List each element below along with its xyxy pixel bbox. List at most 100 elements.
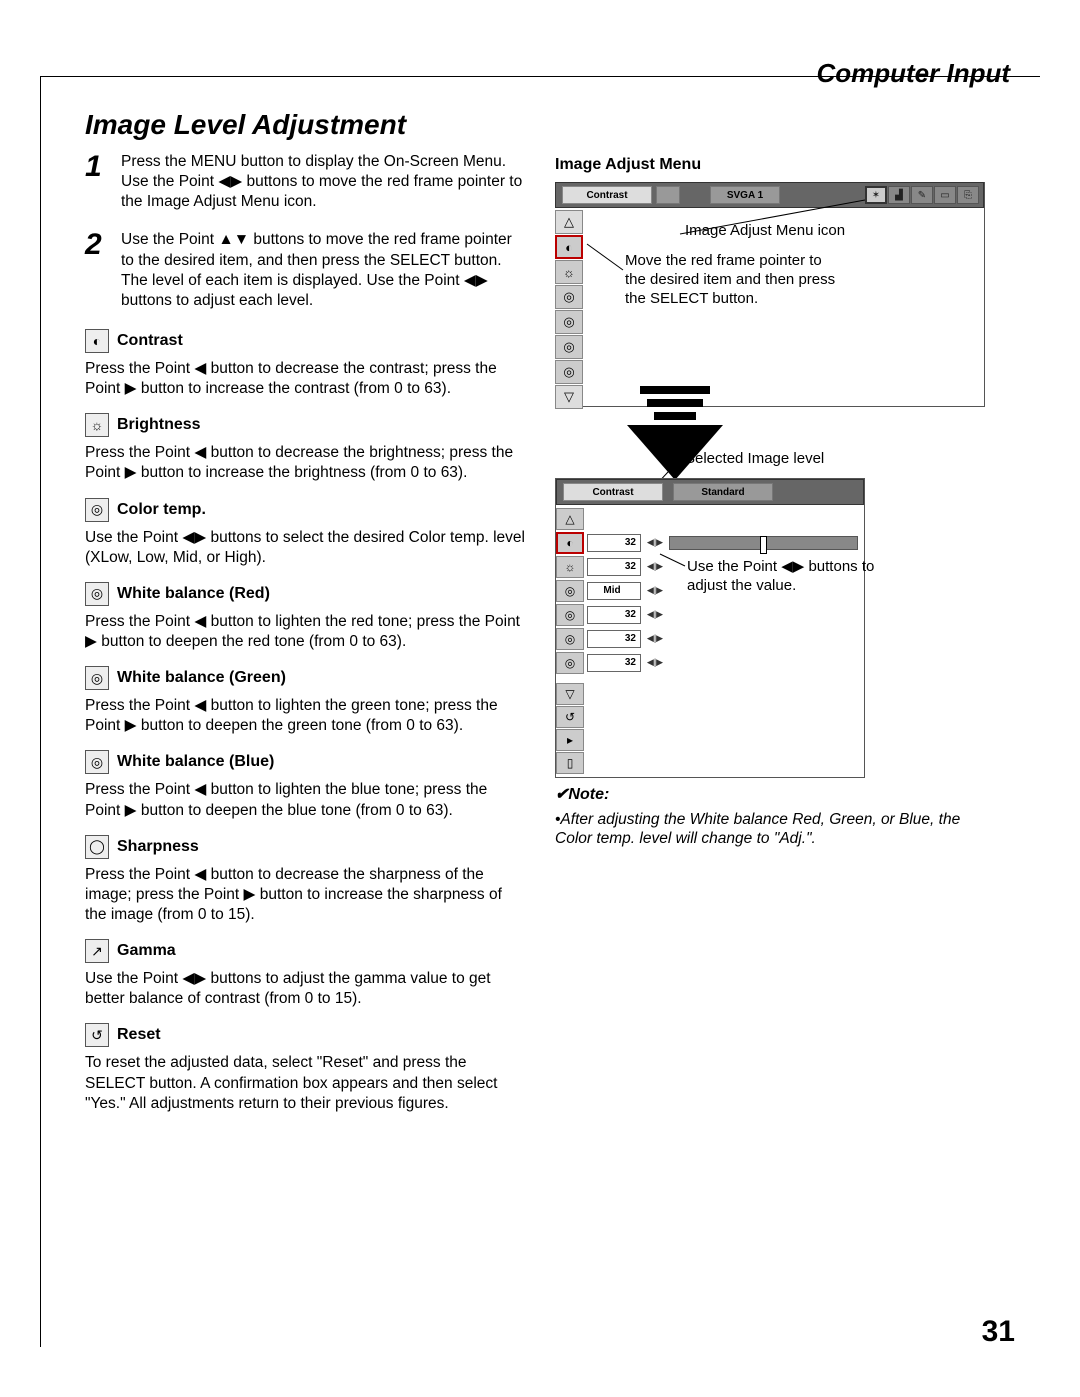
menu-bar-small-icon [656, 186, 680, 204]
adj-arrows-icon[interactable]: ◀|▶ [641, 630, 669, 648]
menu1-icon-column: △ ◐ ☼ ◎ ◎ ◎ ◎ ▽ [555, 210, 583, 410]
adj-brightness-icon[interactable]: ☼ [556, 556, 584, 578]
quit-menu-icon[interactable]: ▯ [556, 752, 584, 774]
item-title: Contrast [117, 332, 183, 350]
menu-tab-icon[interactable]: ✎ [911, 186, 933, 204]
step-number: 1 [85, 152, 121, 212]
menu-bar-label: Contrast [562, 186, 652, 204]
item-title: Sharpness [117, 838, 199, 856]
step-text: Press the MENU button to display the On-… [121, 152, 525, 212]
item-desc: Press the Point ◀ button to lighten the … [85, 780, 525, 820]
item-title: White balance (Red) [117, 585, 270, 603]
adj-arrows-icon[interactable]: ◀|▶ [641, 534, 669, 552]
item-desc: Press the Point ◀ button to lighten the … [85, 612, 525, 652]
menu-bar-tab: SVGA 1 [710, 186, 780, 204]
sharpness-icon: ◯ [85, 835, 109, 859]
reset-icon: ↺ [85, 1023, 109, 1047]
colortemp-icon: ◎ [85, 498, 109, 522]
item-title: Gamma [117, 942, 176, 960]
store-menu-icon[interactable]: ▸ [556, 729, 584, 751]
wb-red-row-icon[interactable]: ◎ [555, 310, 583, 334]
menu-tab-icon[interactable]: ▟ [888, 186, 910, 204]
item-gamma: ↗ Gamma Use the Point ◀▶ buttons to adju… [85, 939, 525, 1009]
item-title: Reset [117, 1026, 161, 1044]
section-title: Image Level Adjustment [85, 109, 406, 141]
adj-arrows-icon[interactable]: ◀|▶ [641, 558, 669, 576]
item-wb-green: ◎ White balance (Green) Press the Point … [85, 666, 525, 736]
brightness-row-icon[interactable]: ☼ [555, 260, 583, 284]
adj-arrows-icon[interactable]: ◀|▶ [641, 654, 669, 672]
note-heading: ✔Note: [555, 784, 985, 804]
item-title: White balance (Green) [117, 669, 286, 687]
adj-contrast-icon[interactable]: ◐ [556, 532, 584, 554]
image-adjust-menu-heading: Image Adjust Menu [555, 156, 1010, 174]
item-desc: Press the Point ◀ button to lighten the … [85, 696, 525, 736]
step-1: 1 Press the MENU button to display the O… [85, 152, 525, 212]
adj-value: Mid [587, 582, 641, 600]
adj-wb-blue-icon[interactable]: ◎ [556, 652, 584, 674]
item-desc: Press the Point ◀ button to decrease the… [85, 865, 525, 925]
item-wb-red: ◎ White balance (Red) Press the Point ◀ … [85, 582, 525, 652]
adj-value: 32 [587, 606, 641, 624]
selected-image-level-label: Selected Image level [685, 450, 824, 469]
menu-tab-icon[interactable]: ▭ [934, 186, 956, 204]
item-title: Brightness [117, 416, 201, 434]
step-2: 2 Use the Point ▲▼ buttons to move the r… [85, 230, 525, 311]
wb-red-icon: ◎ [85, 582, 109, 606]
item-title: White balance (Blue) [117, 753, 274, 771]
adj-value: 32 [587, 534, 641, 552]
adj-value: 32 [587, 558, 641, 576]
item-desc: Press the Point ◀ button to decrease the… [85, 359, 525, 399]
brightness-icon: ☼ [85, 413, 109, 437]
item-desc: Use the Point ◀▶ buttons to adjust the g… [85, 969, 525, 1009]
gamma-icon: ↗ [85, 939, 109, 963]
adj-value: 32 [587, 654, 641, 672]
step-number: 2 [85, 230, 121, 311]
contrast-row-icon[interactable]: ◐ [555, 235, 583, 259]
menu-bar-icons: ✶ ▟ ✎ ▭ ⎘ [865, 186, 979, 204]
menu1-screenshot: Contrast SVGA 1 ✶ ▟ ✎ ▭ ⎘ △ ◐ ☼ ◎ ◎ ◎ ◎ … [555, 182, 985, 407]
adj-arrows-icon[interactable]: ◀|▶ [641, 606, 669, 624]
item-title: Color temp. [117, 501, 206, 519]
adj-colortemp-icon[interactable]: ◎ [556, 580, 584, 602]
colortemp-row-icon[interactable]: ◎ [555, 285, 583, 309]
item-wb-blue: ◎ White balance (Blue) Press the Point ◀… [85, 750, 525, 820]
nav-up-icon[interactable]: △ [555, 210, 583, 234]
wb-blue-icon: ◎ [85, 750, 109, 774]
item-desc: Press the Point ◀ button to decrease the… [85, 443, 525, 483]
adj-arrows-icon[interactable]: ◀|▶ [641, 582, 669, 600]
nav-down-icon[interactable]: ▽ [556, 683, 584, 705]
page-number: 31 [982, 1315, 1015, 1349]
right-column: Image Adjust Menu Contrast SVGA 1 ✶ ▟ ✎ … [555, 156, 1010, 407]
note-block: ✔Note: •After adjusting the White balanc… [555, 784, 985, 849]
nav-up-icon[interactable]: △ [556, 508, 584, 530]
menu-tab-image-adjust-icon[interactable]: ✶ [865, 186, 887, 204]
adj-value: 32 [587, 630, 641, 648]
step-text: Use the Point ▲▼ buttons to move the red… [121, 230, 525, 311]
item-brightness: ☼ Brightness Press the Point ◀ button to… [85, 413, 525, 483]
wb-green-row-icon[interactable]: ◎ [555, 335, 583, 359]
adj-wb-red-icon[interactable]: ◎ [556, 604, 584, 626]
menu2-bar: Contrast Standard [556, 479, 864, 505]
reset-menu-icon[interactable]: ↺ [556, 706, 584, 728]
callout-adjust-text: Use the Point ◀▶ buttons to adjust the v… [687, 558, 877, 596]
menu-bar: Contrast SVGA 1 ✶ ▟ ✎ ▭ ⎘ [555, 182, 984, 208]
contrast-icon: ◐ [85, 329, 109, 353]
menu2-bar-tab: Standard [673, 483, 773, 501]
item-reset: ↺ Reset To reset the adjusted data, sele… [85, 1023, 525, 1113]
wb-green-icon: ◎ [85, 666, 109, 690]
item-colortemp: ◎ Color temp. Use the Point ◀▶ buttons t… [85, 498, 525, 568]
callout-pointer-text: Move the red frame pointer to the desire… [625, 252, 845, 308]
adj-slider[interactable] [669, 536, 858, 550]
menu2-screenshot: Contrast Standard △ ◐ 32 ◀|▶ ☼ 32 ◀|▶ ◎ … [555, 478, 865, 778]
adj-wb-green-icon[interactable]: ◎ [556, 628, 584, 650]
menu-tab-icon[interactable]: ⎘ [957, 186, 979, 204]
note-body: •After adjusting the White balance Red, … [555, 810, 985, 849]
item-sharpness: ◯ Sharpness Press the Point ◀ button to … [85, 835, 525, 925]
breadcrumb-title: Computer Input [816, 58, 1010, 89]
wb-blue-row-icon[interactable]: ◎ [555, 360, 583, 384]
nav-down-icon[interactable]: ▽ [555, 385, 583, 409]
item-contrast: ◐ Contrast Press the Point ◀ button to d… [85, 329, 525, 399]
menu2-bar-label: Contrast [563, 483, 663, 501]
item-desc: To reset the adjusted data, select "Rese… [85, 1053, 525, 1113]
